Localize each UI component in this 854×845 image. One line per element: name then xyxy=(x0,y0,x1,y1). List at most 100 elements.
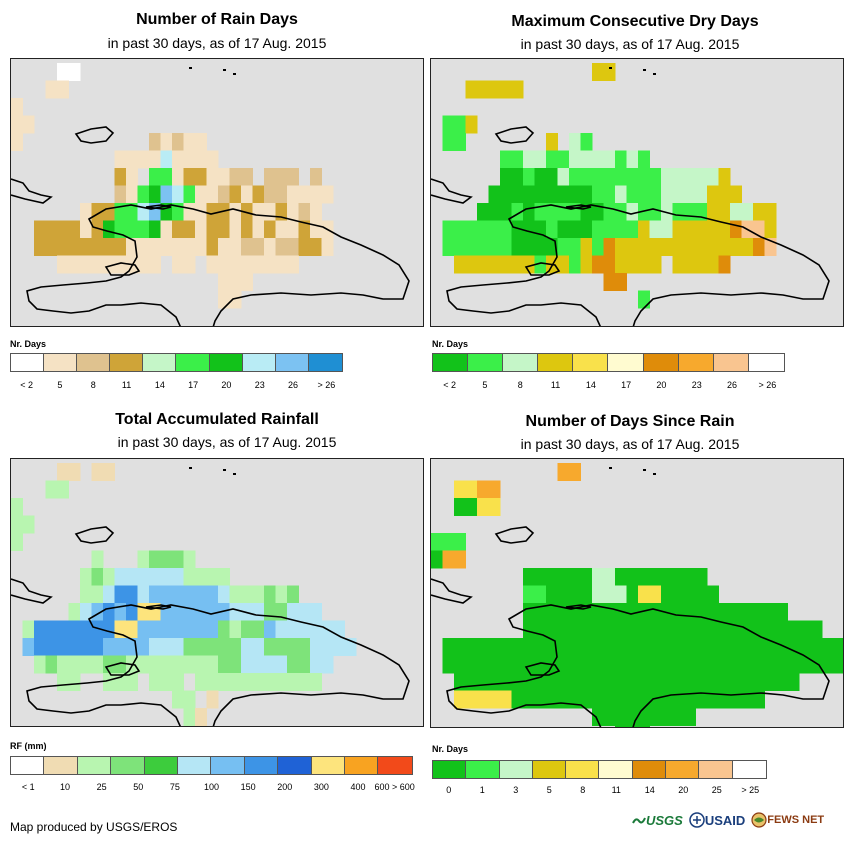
grid-cell xyxy=(580,168,593,186)
grid-cell xyxy=(57,638,69,656)
grid-cell xyxy=(592,185,604,204)
grid-cell xyxy=(546,585,558,604)
grid-cell xyxy=(206,690,219,709)
grid-cell xyxy=(103,655,115,674)
grid-cell xyxy=(241,168,253,186)
grid-cell xyxy=(488,638,501,656)
grid-cell xyxy=(183,585,196,604)
grid-cell xyxy=(764,673,777,691)
grid-cell xyxy=(137,550,150,569)
grid-cell xyxy=(442,550,455,569)
grid-cell xyxy=(534,585,547,604)
grid-cell xyxy=(638,673,650,691)
grid-cell xyxy=(638,220,650,239)
grid-cell xyxy=(661,568,673,586)
grid-cell xyxy=(603,620,616,639)
grid-cell xyxy=(649,690,662,709)
grid-cell xyxy=(488,498,501,516)
grid-cell xyxy=(730,690,742,709)
grid-cell xyxy=(287,255,299,274)
legend-swatch xyxy=(538,354,574,371)
legend-swatch xyxy=(110,354,144,371)
grid-cell xyxy=(80,255,92,274)
grid-cell xyxy=(615,725,627,727)
legend-label: > 26 xyxy=(317,380,336,390)
grid-cell xyxy=(183,168,196,186)
grid-cell xyxy=(252,655,265,674)
islet-marker xyxy=(223,69,226,71)
grid-cell xyxy=(569,220,581,239)
grid-cell xyxy=(298,655,311,674)
grid-cell xyxy=(626,725,639,727)
map-days-since xyxy=(430,458,844,728)
grid-cell xyxy=(488,655,501,674)
grid-cell xyxy=(626,690,639,709)
grid-cell xyxy=(333,638,345,656)
grid-cell xyxy=(649,168,662,186)
legend-swatch xyxy=(11,757,45,774)
grid-cell xyxy=(34,655,46,674)
grid-cell xyxy=(718,203,731,221)
grid-cell xyxy=(57,673,69,691)
islet-marker xyxy=(643,469,646,471)
grid-cell xyxy=(183,690,196,709)
grid-cell xyxy=(580,638,593,656)
grid-cell xyxy=(753,690,765,709)
coastline-outline xyxy=(74,526,115,544)
grid-cell xyxy=(661,673,673,691)
grid-cell xyxy=(321,655,334,674)
legend-swatch xyxy=(278,757,312,774)
legend-swatch xyxy=(713,354,749,371)
grid-cell xyxy=(615,585,627,604)
grid-cell xyxy=(626,655,639,674)
grid-cell xyxy=(321,238,334,256)
grid-cell xyxy=(45,655,58,674)
grid-cell xyxy=(172,638,184,656)
grid-cell xyxy=(160,568,173,586)
grid-cell xyxy=(534,655,547,674)
legend-bar-days-since xyxy=(432,760,767,779)
grid-cell xyxy=(206,220,219,239)
grid-cell xyxy=(511,185,524,204)
grid-cell xyxy=(229,673,242,691)
grid-cell xyxy=(103,603,115,621)
grid-cell xyxy=(672,655,685,674)
grid-cell xyxy=(546,690,558,709)
grid-cell xyxy=(160,185,173,204)
grid-cell xyxy=(264,185,276,204)
grid-cell xyxy=(310,168,322,186)
grid-cell xyxy=(137,655,150,674)
grid-cell xyxy=(275,220,288,239)
grid-cell xyxy=(718,255,731,274)
grid-cell xyxy=(672,568,685,586)
grid-cell xyxy=(557,150,570,169)
grid-cell xyxy=(218,673,230,691)
grid-cell xyxy=(68,638,81,656)
grid-cell xyxy=(91,638,104,656)
grid-cell xyxy=(500,255,512,274)
grid-cell xyxy=(626,185,639,204)
legend-swatch xyxy=(748,354,784,371)
legend-swatch xyxy=(77,354,111,371)
grid-cell xyxy=(114,585,127,604)
grid-cell xyxy=(298,238,311,256)
grid-cell xyxy=(321,185,334,204)
grid-cell xyxy=(80,655,92,674)
grid-cell xyxy=(126,603,138,621)
grid-cell xyxy=(57,463,69,481)
grid-cell xyxy=(695,673,708,691)
grid-cell xyxy=(695,255,708,274)
grid-cell xyxy=(183,655,196,674)
grid-cell xyxy=(195,168,207,186)
grid-cell xyxy=(523,568,535,586)
coastline-outline xyxy=(104,262,141,276)
grid-cell xyxy=(626,620,639,639)
grid-cell xyxy=(500,203,512,221)
map-grid-rainfall xyxy=(11,463,410,726)
map-rainfall xyxy=(10,458,424,727)
usgs-logo: USGS xyxy=(632,813,683,828)
grid-cell xyxy=(298,620,311,639)
grid-cell xyxy=(275,168,288,186)
grid-cell xyxy=(776,603,788,621)
grid-cell xyxy=(149,150,161,169)
